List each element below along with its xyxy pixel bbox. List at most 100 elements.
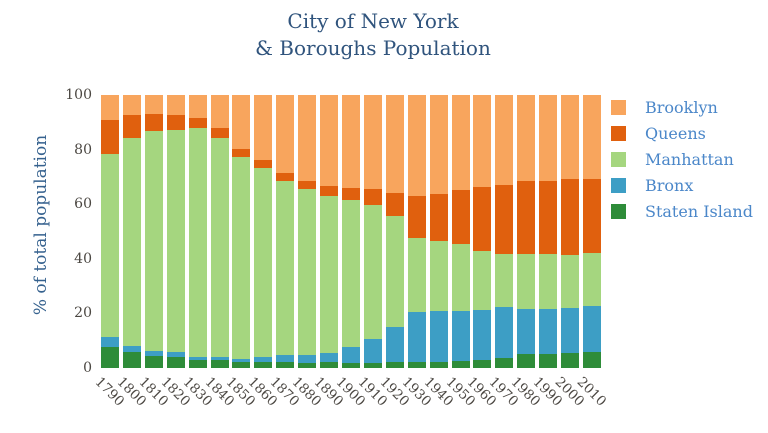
bar-segment-manhattan-1920	[385, 215, 404, 327]
legend-swatch-staten-island	[611, 203, 626, 219]
bar-segment-bronx-1840	[210, 356, 229, 361]
bar-1940	[429, 95, 448, 368]
bar-segment-queens-1950	[451, 189, 470, 244]
bar-segment-bronx-1950	[451, 311, 470, 362]
bar-segment-bronx-1880	[298, 355, 317, 363]
bar-segment-staten-island-1890	[320, 362, 339, 368]
y-tick-60: 60	[74, 196, 92, 213]
bar-segment-staten-island-1860	[254, 362, 273, 368]
bar-segment-brooklyn-1890	[320, 95, 339, 187]
bar-segment-brooklyn-1820	[166, 95, 185, 116]
bar-segment-bronx-1900	[341, 346, 360, 363]
bar-segment-manhattan-1880	[298, 188, 317, 356]
bar-segment-queens-1880	[298, 180, 317, 189]
bar-segment-manhattan-1970	[495, 253, 514, 308]
legend-swatch-brooklyn	[611, 99, 626, 115]
bar-segment-manhattan-1870	[276, 181, 295, 356]
bar-segment-bronx-1970	[495, 307, 514, 358]
bar-segment-queens-1930	[407, 195, 426, 239]
legend-label-queens: Queens	[645, 123, 706, 143]
legend-label-bronx: Bronx	[645, 175, 694, 195]
bar-segment-brooklyn-1800	[122, 95, 141, 115]
bar-segment-bronx-1870	[276, 355, 295, 362]
bar-segment-queens-1820	[166, 115, 185, 130]
bar-segment-brooklyn-1990	[539, 95, 558, 181]
bar-segment-manhattan-1800	[122, 137, 141, 347]
bar-1830	[188, 95, 207, 368]
legend-label-brooklyn: Brooklyn	[645, 97, 718, 117]
legend-item-bronx: Bronx	[611, 172, 753, 198]
bar-segment-brooklyn-1950	[451, 95, 470, 190]
bar-segment-staten-island-1850	[232, 362, 251, 368]
bar-1900	[341, 95, 360, 368]
bar-segment-queens-1990	[539, 180, 558, 254]
bar-segment-staten-island-1810	[144, 355, 163, 368]
bar-1880	[298, 95, 317, 368]
legend: Brooklyn Queens Manhattan Bronx Staten Islan…	[611, 94, 753, 224]
bar-segment-bronx-1850	[232, 358, 251, 363]
bar-segment-brooklyn-1840	[210, 95, 229, 129]
bar-segment-staten-island-1970	[495, 357, 514, 368]
bar-segment-staten-island-1830	[188, 360, 207, 368]
bar-1850	[232, 95, 251, 368]
bar-segment-manhattan-1930	[407, 238, 426, 312]
bar-segment-manhattan-1940	[429, 241, 448, 311]
bar-segment-queens-1940	[429, 193, 448, 242]
bar-segment-manhattan-1890	[320, 195, 339, 353]
bar-segment-queens-1790	[101, 119, 119, 154]
bar-segment-brooklyn-1970	[495, 95, 514, 186]
bar-segment-queens-1890	[320, 186, 339, 196]
bar-segment-brooklyn-1980	[517, 95, 536, 182]
bar-1840	[210, 95, 229, 368]
bar-segment-queens-1850	[232, 149, 251, 157]
bar-1950	[451, 95, 470, 368]
bar-segment-bronx-1920	[385, 326, 404, 363]
bar-1970	[495, 95, 514, 368]
bar-segment-brooklyn-1960	[473, 95, 492, 188]
chart-title: City of New York & Boroughs Population	[0, 8, 746, 62]
bar-segment-staten-island-2010	[582, 352, 601, 368]
bar-segment-manhattan-1860	[254, 167, 273, 357]
bar-segment-queens-1910	[363, 188, 382, 206]
legend-swatch-bronx	[611, 177, 626, 193]
bar-segment-bronx-1860	[254, 356, 273, 363]
bar-segment-bronx-1930	[407, 311, 426, 362]
legend-label-staten-island: Staten Island	[645, 201, 753, 221]
bar-segment-staten-island-1920	[385, 362, 404, 368]
bar-segment-staten-island-1980	[517, 354, 536, 368]
bar-segment-brooklyn-1810	[144, 95, 163, 114]
chart-title-line2: & Boroughs Population	[255, 36, 491, 60]
y-tick-100: 100	[65, 87, 92, 103]
bar-segment-manhattan-1900	[341, 199, 360, 347]
bar-segment-queens-1920	[385, 193, 404, 216]
bar-segment-queens-2000	[561, 179, 580, 256]
bar-segment-staten-island-1960	[473, 360, 492, 368]
bar-segment-staten-island-1940	[429, 361, 448, 368]
plot-area	[101, 95, 601, 368]
y-tick-40: 40	[74, 250, 92, 267]
bar-segment-manhattan-1960	[473, 250, 492, 311]
chart-title-line1: City of New York	[287, 9, 459, 33]
bar-segment-brooklyn-1920	[385, 95, 404, 194]
bar-segment-brooklyn-1900	[341, 95, 360, 188]
bar-segment-manhattan-1910	[363, 205, 382, 339]
bar-segment-manhattan-1980	[517, 254, 536, 310]
bar-2010	[582, 95, 601, 368]
bar-segment-queens-1960	[473, 187, 492, 251]
bar-segment-bronx-1980	[517, 309, 536, 355]
bar-segment-bronx-1890	[320, 352, 339, 363]
bar-segment-brooklyn-1930	[407, 95, 426, 196]
bar-segment-staten-island-1820	[166, 357, 185, 368]
bar-segment-queens-1900	[341, 187, 360, 200]
bar-1910	[363, 95, 382, 368]
bar-segment-brooklyn-1880	[298, 95, 317, 181]
bar-segment-queens-1800	[122, 114, 141, 138]
bar-segment-queens-1970	[495, 185, 514, 254]
bar-segment-staten-island-1900	[341, 362, 360, 368]
bar-segment-brooklyn-1830	[188, 95, 207, 119]
bar-1960	[473, 95, 492, 368]
bar-segment-bronx-1810	[144, 350, 163, 356]
bar-segment-manhattan-1840	[210, 138, 229, 357]
bar-2000	[561, 95, 580, 368]
